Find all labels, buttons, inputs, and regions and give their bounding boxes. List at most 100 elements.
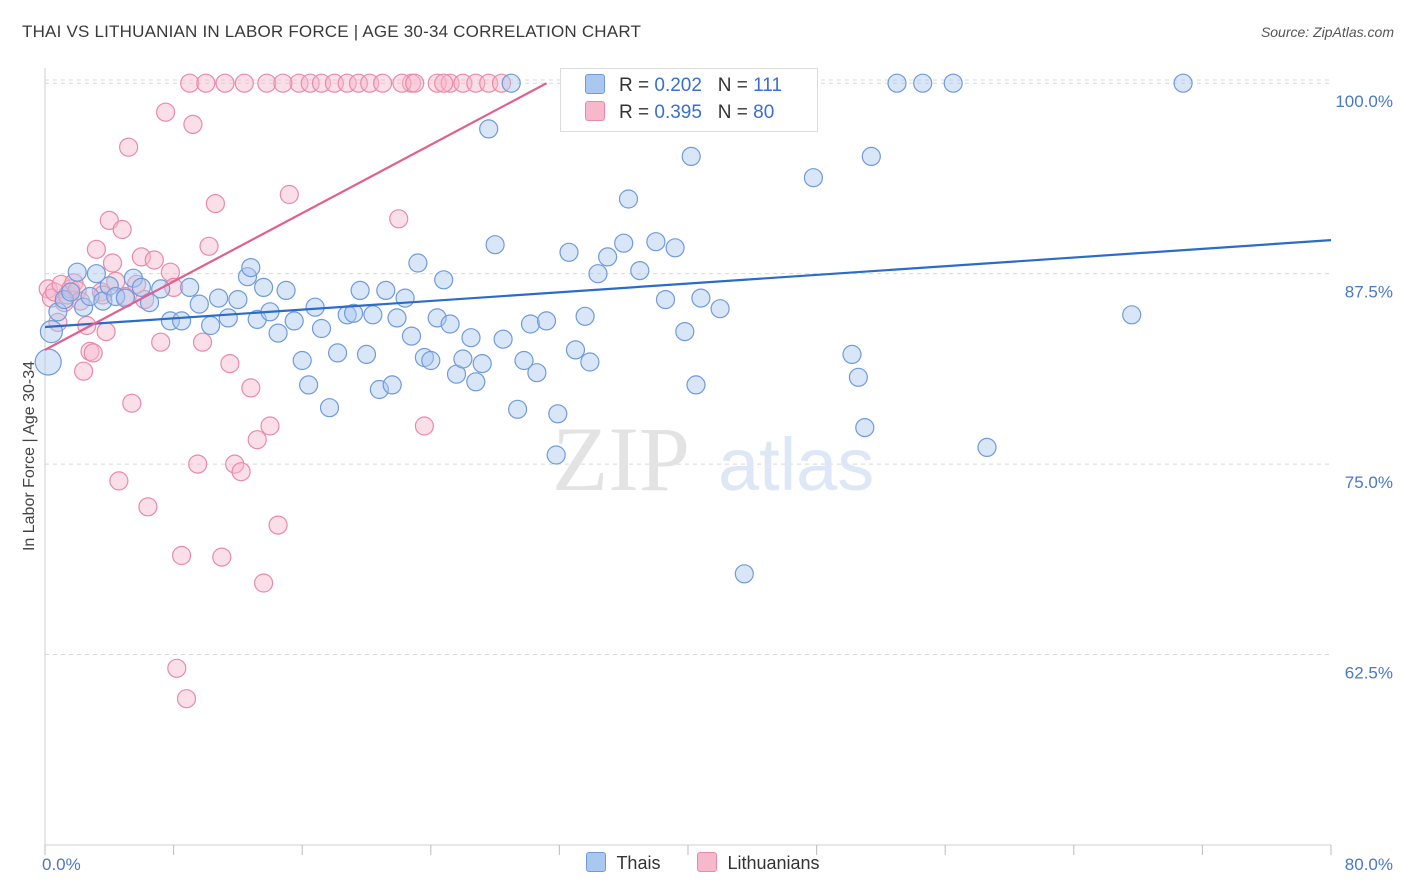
- thais-point-46: [382, 375, 402, 395]
- lithuanians-point-50: [279, 184, 299, 205]
- legend-lithuanians-label: Lithuanians: [727, 853, 820, 873]
- lith-r-value: 0.395: [654, 102, 702, 123]
- lithuanians-point-14: [83, 343, 103, 363]
- thais-point-18: [172, 311, 192, 331]
- stats-legend: R = 0.202 N = 111 R = 0.395 N = 80: [560, 68, 818, 132]
- thais-point-40: [344, 303, 364, 323]
- thais-point-102: [1173, 73, 1193, 93]
- thais-point-86: [681, 146, 701, 166]
- lithuanians-point-44: [231, 462, 251, 482]
- thais-point-4: [61, 282, 81, 302]
- lithuanians-point-76: [434, 73, 454, 93]
- thais-point-35: [305, 297, 325, 317]
- thais-point-50: [408, 253, 428, 273]
- lithuanians-point-70: [215, 73, 235, 93]
- thais-point-10: [99, 276, 119, 296]
- lithuanians-point-68: [180, 73, 200, 93]
- lithuanians-point-51: [289, 73, 309, 93]
- thais-point-67: [520, 314, 541, 334]
- thais-point-101: [1122, 305, 1142, 325]
- lithuanians-point-58: [373, 73, 393, 93]
- thais-point-28: [254, 277, 274, 297]
- watermark-zip: ZIP: [552, 408, 690, 510]
- thais-r-value: 0.202: [654, 75, 702, 96]
- thais-point-77: [597, 247, 618, 267]
- lithuanians-point-71: [234, 73, 254, 93]
- thais-point-45: [376, 280, 396, 300]
- lithuanians-point-72: [257, 73, 277, 93]
- legend-thais-swatch: [586, 852, 607, 872]
- lithuanians-point-21: [109, 471, 129, 491]
- lithuanians-swatch: [585, 101, 605, 121]
- thais-point-6: [73, 297, 94, 317]
- lithuanians-point-34: [172, 545, 192, 566]
- lithuanians-point-19: [102, 253, 123, 273]
- source-credit: Source: ZipAtlas.com: [1260, 24, 1394, 40]
- thais-point-55: [440, 314, 460, 334]
- thais-point-8: [86, 264, 107, 284]
- thais-point-69: [536, 311, 557, 331]
- thais-point-14: [131, 277, 151, 297]
- lithuanians-point-41: [212, 547, 232, 567]
- thais-point-49: [401, 326, 422, 346]
- lithuanians-point-33: [167, 658, 187, 678]
- thais-point-37: [319, 398, 340, 418]
- thais-point-87: [686, 375, 706, 395]
- y-tick-label-3: 100.0%: [1335, 92, 1393, 111]
- thais-point-85: [675, 322, 695, 342]
- thais-point-23: [218, 308, 238, 328]
- thais-point-97: [887, 73, 907, 93]
- lithuanians-point-47: [254, 573, 274, 593]
- thais-point-64: [501, 73, 521, 93]
- thais-point-57: [453, 349, 473, 369]
- thais-point-89: [710, 299, 730, 319]
- x-ticks: [44, 845, 1332, 855]
- thais-point-43: [363, 305, 383, 325]
- lithuanians-point-55: [337, 73, 357, 93]
- thais-r-label: R =: [619, 75, 655, 96]
- thais-point-0: [34, 348, 62, 376]
- lith-r-label: R =: [619, 102, 655, 123]
- thais-point-93: [842, 344, 862, 364]
- thais-point-80: [618, 189, 639, 209]
- thais-point-72: [559, 242, 579, 262]
- thais-point-81: [630, 261, 650, 281]
- thais-point-59: [466, 372, 486, 392]
- lithuanians-point-17: [96, 322, 116, 342]
- lithuanians-point-31: [156, 102, 176, 122]
- lithuanians-point-11: [73, 361, 94, 381]
- thais-point-11: [106, 286, 126, 307]
- thais-point-92: [803, 168, 824, 188]
- lithuanians-point-49: [268, 515, 288, 535]
- thais-point-21: [201, 315, 221, 336]
- lithuanians-point-37: [188, 454, 208, 474]
- thais-point-22: [209, 288, 229, 308]
- y-tick-labels: 62.5% 75.0% 87.5% 100.0%: [1335, 92, 1393, 682]
- lithuanians-point-42: [220, 354, 240, 374]
- thais-point-63: [493, 329, 513, 349]
- thais-point-19: [180, 277, 200, 297]
- lithuanians-point-15: [86, 239, 107, 259]
- lithuanians-point-25: [122, 393, 142, 413]
- lithuanians-point-61: [414, 416, 434, 436]
- thais-point-96: [861, 146, 881, 166]
- lithuanians-point-40: [205, 194, 225, 214]
- lithuanians-point-30: [151, 332, 171, 352]
- thais-point-17: [160, 311, 180, 331]
- lithuanians-point-29: [144, 250, 164, 270]
- thais-swatch: [585, 74, 605, 94]
- thais-point-48: [395, 288, 415, 308]
- lithuanians-point-46: [247, 430, 267, 450]
- thais-point-71: [548, 404, 568, 424]
- lithuanians-trend-line: [44, 82, 548, 351]
- watermark-atlas: atlas: [718, 423, 874, 506]
- lithuanians-point-56: [348, 73, 369, 93]
- y-tick-label-2: 87.5%: [1345, 283, 1393, 302]
- lithuanians-point-38: [192, 332, 213, 352]
- thais-point-70: [546, 445, 566, 465]
- thais-point-94: [848, 367, 869, 387]
- thais-point-75: [580, 352, 600, 372]
- thais-point-62: [485, 235, 505, 255]
- legend-item-thais: Thais: [586, 852, 660, 874]
